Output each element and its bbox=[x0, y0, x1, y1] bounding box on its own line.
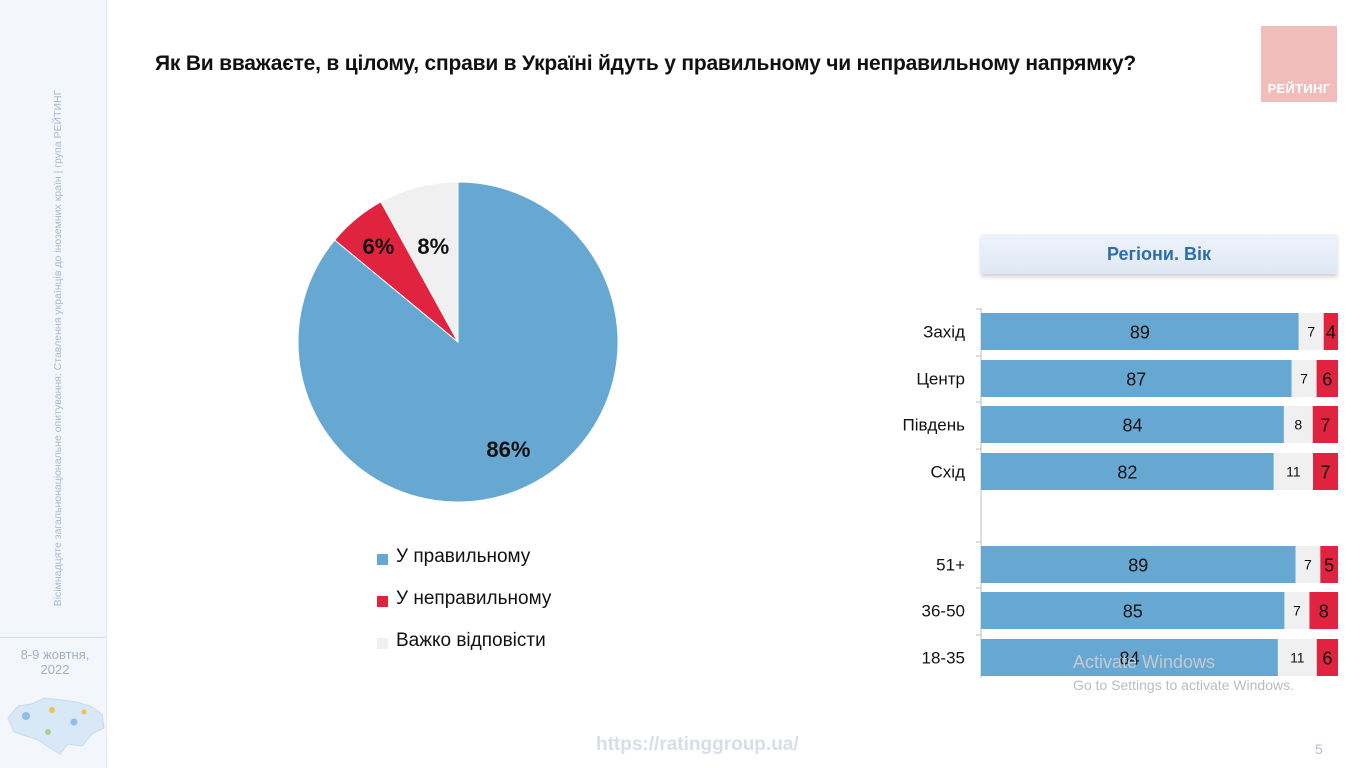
bar-correct-18-35 bbox=[981, 639, 1278, 676]
legend-swatch-incorrect bbox=[377, 596, 388, 607]
bar-label-hard-to-say-центр: 7 bbox=[1300, 371, 1308, 387]
category-label-схід: Схід bbox=[931, 463, 966, 482]
bar-chart-title: Регіони. Вік bbox=[981, 234, 1337, 274]
legend-swatch-hard-to-say bbox=[377, 638, 388, 649]
bar-hard-to-say-18-35 bbox=[1277, 639, 1317, 676]
survey-date-line2: 2022 bbox=[40, 662, 70, 677]
category-label-36-50: 36-50 bbox=[922, 602, 965, 621]
legend-swatch-correct bbox=[377, 554, 388, 565]
activate-windows-subtitle: Go to Settings to activate Windows. bbox=[1073, 677, 1294, 693]
bar-label-correct-51-: 89 bbox=[1128, 556, 1148, 576]
bar-hard-to-say-захід bbox=[1298, 313, 1324, 350]
pie-label-incorrect: 6% bbox=[363, 234, 395, 259]
bar-incorrect-18-35 bbox=[1316, 639, 1338, 676]
bar-label-correct-південь: 84 bbox=[1122, 416, 1142, 436]
category-label-18-35: 18-35 bbox=[922, 649, 965, 668]
bar-label-correct-36-50: 85 bbox=[1123, 602, 1143, 622]
sidebar-survey-caption: Вісімнадцяте загальнонаціональне опитува… bbox=[52, 89, 64, 607]
footer-url[interactable]: https://ratinggroup.ua/ bbox=[596, 734, 799, 755]
bar-correct-захід bbox=[981, 313, 1299, 350]
bar-incorrect-схід bbox=[1313, 453, 1338, 490]
bar-label-incorrect-18-35: 6 bbox=[1322, 649, 1332, 669]
bar-label-hard-to-say-схід: 11 bbox=[1286, 464, 1301, 480]
bar-label-hard-to-say-51-: 7 bbox=[1304, 557, 1312, 573]
bar-correct-36-50 bbox=[981, 592, 1285, 629]
category-label-південь: Південь bbox=[903, 416, 966, 435]
bar-label-hard-to-say-36-50: 7 bbox=[1293, 603, 1301, 619]
bar-label-correct-центр: 87 bbox=[1126, 370, 1146, 390]
bar-hard-to-say-південь bbox=[1283, 406, 1313, 443]
bar-label-hard-to-say-захід: 7 bbox=[1307, 324, 1315, 340]
sidebar: Вісімнадцяте загальнонаціональне опитува… bbox=[0, 0, 107, 768]
bar-label-correct-захід: 89 bbox=[1130, 323, 1150, 343]
survey-date-line1: 8-9 жовтня, bbox=[20, 647, 90, 662]
pie-slice-hard-to-say bbox=[380, 181, 459, 343]
legend-label-hard-to-say: Важко відповісти bbox=[396, 630, 546, 651]
bar-label-incorrect-схід: 7 bbox=[1320, 463, 1330, 483]
bar-label-hard-to-say-18-35: 11 bbox=[1290, 650, 1305, 666]
bar-label-incorrect-36-50: 8 bbox=[1319, 602, 1329, 622]
rating-logo: РЕЙТИНГ bbox=[1261, 26, 1337, 102]
pie-label-correct: 86% bbox=[486, 437, 530, 462]
bar-hard-to-say-36-50 bbox=[1284, 592, 1310, 629]
pie-chart: 86% 6% 8% bbox=[297, 181, 619, 503]
bar-label-correct-схід: 82 bbox=[1117, 463, 1137, 483]
bar-label-incorrect-південь: 7 bbox=[1320, 416, 1330, 436]
activate-windows-title: Activate Windows bbox=[1073, 652, 1216, 672]
bar-label-correct-18-35: 84 bbox=[1119, 649, 1139, 669]
category-label-центр: Центр bbox=[916, 370, 965, 389]
page-title: Як Ви вважаєте, в цілому, справи в Украї… bbox=[155, 52, 1136, 75]
category-label-51-: 51+ bbox=[936, 556, 965, 575]
sidebar-divider bbox=[0, 637, 106, 638]
bar-incorrect-південь bbox=[1312, 406, 1338, 443]
bar-incorrect-51- bbox=[1320, 546, 1338, 583]
bar-label-incorrect-захід: 4 bbox=[1326, 323, 1336, 343]
page-number: 5 bbox=[1315, 741, 1323, 757]
logo-text: РЕЙТИНГ bbox=[1267, 81, 1331, 96]
bar-hard-to-say-центр bbox=[1291, 360, 1317, 397]
bar-label-incorrect-центр: 6 bbox=[1322, 370, 1332, 390]
legend-label-incorrect: У неправильному bbox=[396, 588, 552, 609]
ukraine-map-icon bbox=[7, 697, 105, 755]
bar-correct-51- bbox=[981, 546, 1296, 583]
survey-date: 8-9 жовтня, 2022 bbox=[0, 647, 110, 677]
bar-label-incorrect-51-: 5 bbox=[1324, 556, 1334, 576]
bar-incorrect-захід bbox=[1323, 313, 1338, 350]
bar-correct-схід bbox=[981, 453, 1274, 490]
legend-label-correct: У правильному bbox=[396, 546, 531, 567]
bar-hard-to-say-схід bbox=[1273, 453, 1314, 490]
bar-correct-південь bbox=[981, 406, 1284, 443]
pie-label-hard-to-say: 8% bbox=[417, 234, 449, 259]
category-label-захід: Захід bbox=[923, 323, 965, 342]
bar-incorrect-36-50 bbox=[1309, 592, 1338, 629]
bar-correct-центр bbox=[981, 360, 1292, 397]
bar-hard-to-say-51- bbox=[1295, 546, 1321, 583]
bar-incorrect-центр bbox=[1316, 360, 1338, 397]
bar-label-hard-to-say-південь: 8 bbox=[1294, 417, 1302, 433]
